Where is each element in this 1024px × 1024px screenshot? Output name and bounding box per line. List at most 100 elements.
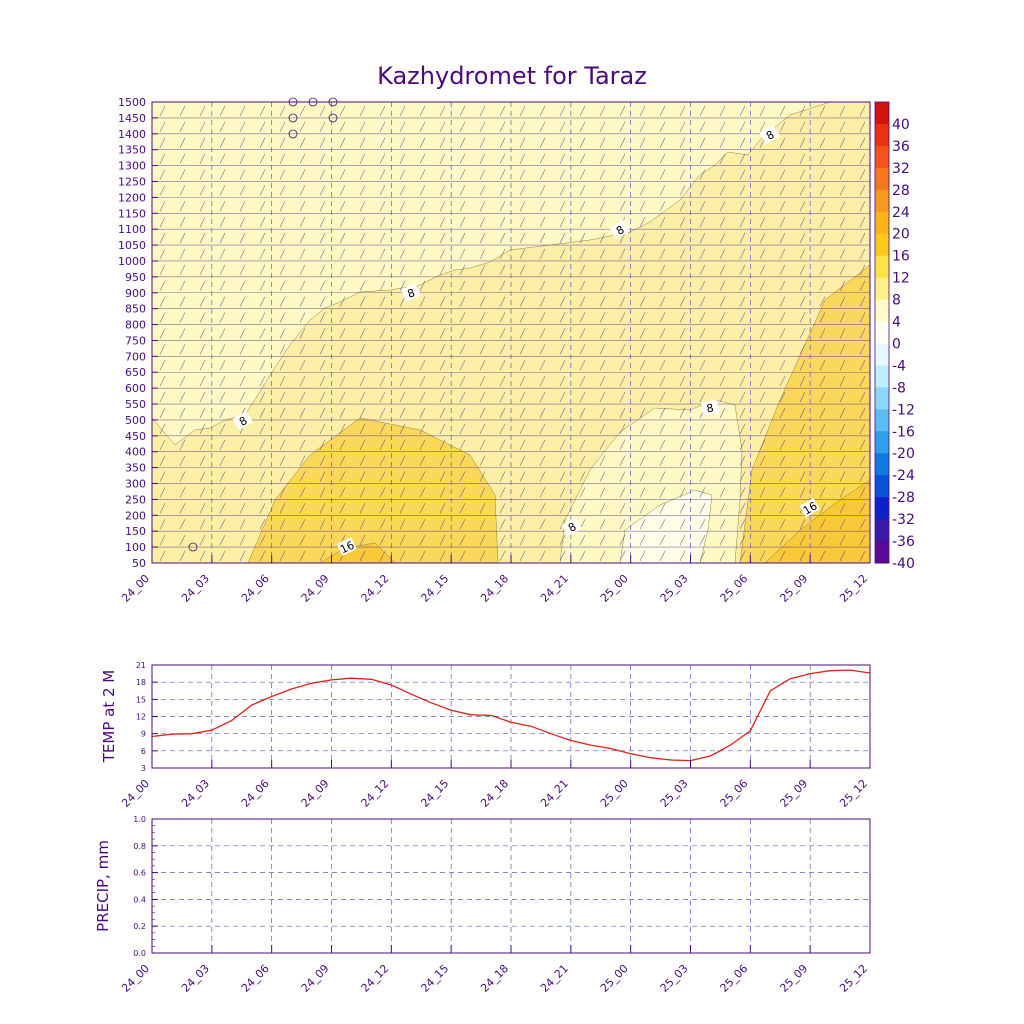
wind-barb-flag xyxy=(479,264,486,275)
wind-barb-flag xyxy=(619,121,626,132)
wind-barb-flag xyxy=(259,137,266,148)
wind-barb-flag xyxy=(739,296,746,307)
wind-barb-flag xyxy=(479,296,486,307)
wind-barb-flag xyxy=(180,90,185,100)
wind-barb-flag xyxy=(559,264,566,275)
wind-barb-flag xyxy=(479,519,486,530)
wind-barb-flag xyxy=(680,90,685,100)
wind-barb-flag xyxy=(859,376,866,387)
wind-barb-flag xyxy=(699,217,706,228)
x-tick-label: 24_15 xyxy=(418,572,451,605)
wind-barb-flag xyxy=(839,439,846,450)
y-tick-label: 250 xyxy=(125,493,146,506)
wind-barb-flag xyxy=(239,296,246,307)
wind-barb-flag xyxy=(439,503,446,514)
wind-barb-flag xyxy=(659,105,666,117)
wind-barb-flag xyxy=(699,153,706,164)
wind-barb-flag xyxy=(359,407,366,419)
wind-barb-flag xyxy=(439,376,446,387)
wind-barb-flag xyxy=(859,153,866,164)
wind-barb-flag xyxy=(159,519,166,530)
y-tick-label: 6 xyxy=(141,747,146,756)
wind-barb-flag xyxy=(739,439,746,450)
wind-barb-flag xyxy=(439,280,446,291)
wind-barb-flag xyxy=(459,534,466,546)
wind-barb-flag xyxy=(519,312,526,323)
wind-barb-flag xyxy=(819,185,826,196)
wind-barb-flag xyxy=(159,328,166,339)
wind-barb-flag xyxy=(379,344,386,355)
wind-barb-flag xyxy=(240,90,245,100)
wind-barb-flag xyxy=(179,153,186,164)
x-tick-label: 25_00 xyxy=(598,572,631,605)
wind-barb-flag xyxy=(599,423,606,434)
wind-barb-flag xyxy=(219,455,226,466)
wind-barb-flag xyxy=(519,503,526,514)
wind-barb-flag xyxy=(379,121,386,132)
wind-barb-flag xyxy=(459,296,466,307)
wind-barb-flag xyxy=(719,264,726,275)
wind-barb-flag xyxy=(820,90,825,100)
wind-barb-flag xyxy=(159,217,166,228)
wind-barb-flag xyxy=(259,519,266,530)
wind-barb-flag xyxy=(819,232,826,244)
wind-barb-flag xyxy=(679,185,686,196)
wind-barb-flag xyxy=(179,312,186,323)
contour-label-box xyxy=(700,399,719,416)
wind-barb-flag xyxy=(299,217,306,228)
wind-barb-flag xyxy=(479,185,486,196)
wind-barb-flag xyxy=(299,232,306,244)
fill-band-20-24-right xyxy=(764,479,870,563)
wind-barb-flag xyxy=(439,423,446,434)
wind-barb-flag xyxy=(719,423,726,434)
wind-barb-flag xyxy=(259,423,266,434)
wind-barb-flag xyxy=(859,487,866,498)
wind-barb-flag xyxy=(679,169,686,180)
wind-barb-flag xyxy=(559,391,566,403)
y-tick-label: 0.4 xyxy=(133,895,146,904)
wind-barb-flag xyxy=(459,455,466,466)
colorbar-label: -40 xyxy=(892,556,915,572)
wind-barb-flag xyxy=(359,169,366,180)
wind-barb-flag xyxy=(379,328,386,339)
wind-barb-flag xyxy=(859,232,866,244)
wind-barb-flag xyxy=(579,312,586,323)
wind-barb-flag xyxy=(539,550,546,562)
wind-barb-flag xyxy=(699,296,706,307)
wind-barb-flag xyxy=(659,312,666,323)
wind-barb-flag xyxy=(279,169,286,180)
wind-barb-flag xyxy=(299,328,306,339)
wind-barb-flag xyxy=(399,185,406,196)
wind-barb-flag xyxy=(219,248,226,260)
wind-barb-flag xyxy=(719,391,726,403)
y-tick-label: 1200 xyxy=(118,191,146,204)
wind-barb-flag xyxy=(559,534,566,546)
wind-barb-flag xyxy=(359,376,366,387)
wind-barb-flag xyxy=(319,376,326,387)
wind-barb-flag xyxy=(799,519,806,530)
wind-barb-flag xyxy=(819,280,826,291)
wind-barb-flag xyxy=(199,344,206,355)
wind-barb-flag xyxy=(239,217,246,228)
wind-barb-flag xyxy=(279,280,286,291)
wind-barb-flag xyxy=(320,90,325,100)
wind-barb-flag xyxy=(499,376,506,387)
wind-barb-flag xyxy=(359,344,366,355)
wind-barb-flag xyxy=(319,137,326,148)
wind-barb-flag xyxy=(839,344,846,355)
y-tick-label: 800 xyxy=(125,319,146,332)
wind-barb-flag xyxy=(799,391,806,403)
wind-barb-flag xyxy=(859,534,866,546)
wind-barb-flag xyxy=(419,487,426,498)
wind-barb-flag xyxy=(299,153,306,164)
wind-barb-flag xyxy=(419,391,426,403)
contour-label: 8 xyxy=(700,399,719,416)
wind-barb-flag xyxy=(399,153,406,164)
wind-barb-flag xyxy=(199,232,206,244)
wind-barb-flag xyxy=(839,391,846,403)
wind-barb-flag xyxy=(819,121,826,132)
wind-barb-flag xyxy=(779,471,786,482)
y-tick-label: 12 xyxy=(136,713,146,722)
wind-barb-flag xyxy=(239,121,246,132)
wind-barb-flag xyxy=(759,344,766,355)
